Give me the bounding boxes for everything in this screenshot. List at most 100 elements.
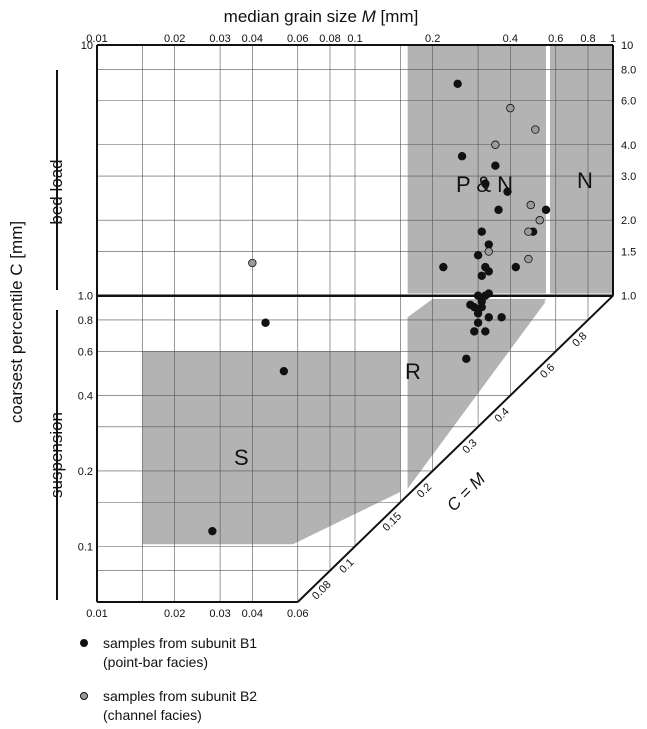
point-series1-27 [470, 327, 479, 336]
x-tick-top-0.08: 0.08 [319, 33, 340, 45]
x-tick-bottom-0.03: 0.03 [209, 608, 230, 620]
suspension-label: suspension [47, 412, 66, 498]
frame-layer [96, 44, 614, 603]
y-tick-left-0.4: 0.4 [78, 390, 93, 402]
point-series1-2 [491, 161, 500, 170]
y-tick-right-1.0: 1.0 [621, 291, 636, 303]
point-series1-15 [484, 267, 493, 276]
point-series1-24 [484, 313, 493, 322]
grid-layer [97, 45, 613, 602]
legend-marker-b2 [80, 692, 88, 700]
x-tick-top-0.06: 0.06 [287, 33, 308, 45]
diag-tick-mark-0.15 [392, 501, 401, 511]
region-n [550, 45, 613, 294]
point-series1-28 [481, 327, 490, 336]
point-series1-18 [484, 289, 493, 298]
x-tick-top-0.6: 0.6 [548, 33, 563, 45]
point-series2-5 [524, 227, 533, 236]
point-series1-8 [503, 187, 512, 196]
y-tick-left-0.2: 0.2 [78, 466, 93, 478]
point-series1-31 [261, 318, 270, 327]
x-tick-top-1: 1 [610, 33, 616, 45]
diag-tick-mark-0.1 [346, 546, 356, 555]
region-label-n: N [577, 168, 593, 193]
point-series1-10 [473, 251, 483, 260]
point-series1-29 [462, 354, 471, 364]
point-series1-30 [279, 366, 289, 376]
point-series2-3 [526, 200, 535, 210]
point-series1-26 [473, 318, 483, 327]
point-series1-5 [477, 227, 486, 236]
region-label-pn: P & N [456, 172, 513, 197]
legend-marker-b1 [80, 639, 88, 647]
point-series1-1 [457, 152, 467, 161]
x-axis-title-unit: [mm] [376, 7, 419, 26]
y-tick-right-6.0: 6.0 [621, 96, 636, 108]
point-series2-0 [506, 103, 515, 113]
y-axis-title: coarsest percentile C [mm] [7, 221, 26, 423]
x-tick-bottom-0.04: 0.04 [242, 608, 263, 620]
point-series2-8 [248, 258, 257, 268]
region-r-body [407, 299, 547, 489]
diag-tick-mark-0.6 [547, 350, 557, 360]
x-tick-top-0.1: 0.1 [347, 33, 362, 45]
y-tick-right-8.0: 8.0 [621, 64, 636, 76]
legend-label-b2: samples from subunit B2 [103, 688, 257, 704]
x-tick-bottom-0.06: 0.06 [287, 608, 308, 620]
legend-label-b1: samples from subunit B1 [103, 635, 257, 651]
y-tick-right-1.5: 1.5 [621, 247, 636, 259]
point-series2-4 [535, 216, 544, 225]
point-series1-0 [453, 79, 462, 89]
point-series1-4 [494, 205, 503, 215]
legend-sublabel-b2: (channel facies) [103, 707, 202, 723]
x-tick-bottom-0.02: 0.02 [164, 608, 185, 620]
y-tick-left-10: 10 [81, 40, 93, 52]
x-axis-title-text: median grain size [224, 7, 362, 26]
region-label-s: S [234, 445, 249, 470]
point-series1-11 [439, 262, 448, 272]
region-s [142, 351, 401, 545]
diag-tick-mark-0.08 [321, 570, 331, 580]
x-tick-top-0.2: 0.2 [425, 33, 440, 45]
y-tick-left-0.1: 0.1 [78, 541, 93, 553]
point-series1-32 [208, 526, 217, 536]
point-series1-3 [481, 179, 490, 188]
y-tick-right-10: 10 [621, 40, 633, 52]
diag-tick-mark-0.2 [424, 470, 434, 480]
diagonal-axis-title: C = M [443, 469, 489, 515]
diag-tick-0.08: 0.08 [310, 579, 334, 603]
x-tick-top-0.02: 0.02 [164, 33, 185, 45]
diag-tick-mark-0.4 [501, 395, 511, 404]
point-series1-14 [477, 271, 486, 281]
point-series1-23 [473, 309, 483, 318]
diag-tick-mark-0.3 [469, 426, 479, 436]
y-tick-left-1.0: 1.0 [78, 291, 93, 303]
x-tick-top-0.4: 0.4 [503, 33, 518, 45]
x-tick-top-0.8: 0.8 [580, 33, 595, 45]
y-tick-right-3.0: 3.0 [621, 171, 636, 183]
y-tick-right-2.0: 2.0 [621, 215, 636, 227]
y-tick-left-0.8: 0.8 [78, 315, 93, 327]
point-series1-12 [511, 262, 520, 272]
x-axis-title: median grain size M [mm] [224, 7, 419, 26]
point-series2-2 [491, 140, 500, 149]
x-tick-bottom-0.01: 0.01 [86, 608, 107, 620]
bed-load-label: bed load [47, 159, 66, 224]
legend-sublabel-b1: (point-bar facies) [103, 654, 208, 670]
points-layer [208, 79, 551, 536]
x-tick-top-0.03: 0.03 [209, 33, 230, 45]
x-tick-top-0.04: 0.04 [242, 33, 263, 45]
diag-tick-0.15: 0.15 [380, 510, 404, 534]
point-series1-22 [477, 302, 486, 312]
x-axis-title-symbol: M [362, 7, 377, 26]
point-series1-25 [497, 313, 506, 322]
regions-layer [142, 45, 613, 545]
point-series1-9 [484, 240, 493, 249]
region-label-r: R [405, 359, 421, 384]
point-series2-1 [531, 125, 540, 134]
x-tick-top-0.01: 0.01 [86, 33, 107, 45]
diag-tick-mark-0.8 [579, 319, 589, 329]
point-series2-6 [524, 254, 533, 264]
point-series2-7 [484, 247, 493, 256]
